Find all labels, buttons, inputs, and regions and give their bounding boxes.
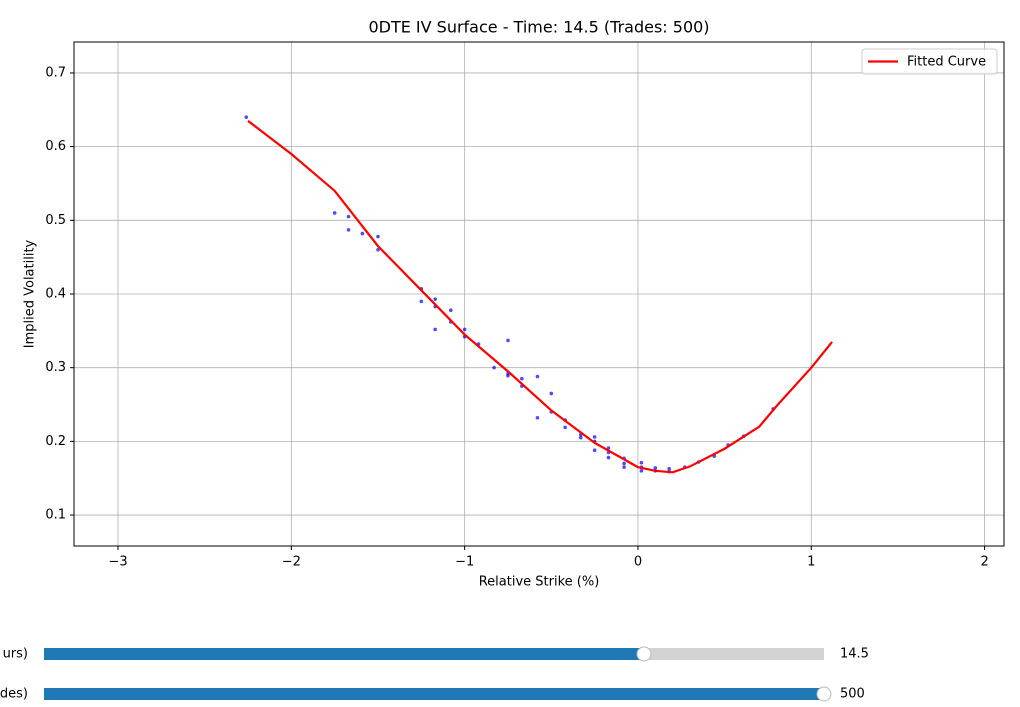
scatter-point	[360, 231, 365, 236]
y-tick-label: 0.3	[45, 360, 66, 375]
y-tick-label: 0.4	[45, 287, 66, 302]
y-axis-label: Implied Volatility	[23, 239, 38, 348]
scatter-point	[506, 338, 510, 343]
y-tick-label: 0.6	[45, 139, 66, 154]
slider-handle[interactable]	[816, 686, 832, 702]
scatter-point	[578, 435, 583, 440]
scatter-point	[448, 308, 453, 313]
scatter-point	[376, 234, 380, 239]
x-tick-label: 2	[980, 555, 988, 570]
scatter-point	[492, 365, 496, 370]
scatter-point	[535, 415, 540, 420]
scatter-point	[592, 435, 597, 439]
scatter-point	[639, 469, 644, 473]
x-tick-label: 1	[807, 555, 815, 570]
x-tick-label: −2	[282, 555, 301, 570]
scatter-point	[622, 465, 626, 469]
scatter-point	[622, 461, 626, 466]
slider-label: des)	[0, 687, 28, 702]
scatter-point	[376, 247, 380, 252]
plot-frame	[73, 41, 1005, 547]
x-axis-label: Relative Strike (%)	[479, 575, 600, 590]
scatter-point	[563, 425, 567, 430]
scatter-point	[520, 376, 524, 381]
scatter-point	[433, 297, 437, 301]
slider-value: 500	[840, 687, 865, 702]
slider-fill	[44, 688, 824, 700]
legend: Fitted Curve	[861, 48, 998, 75]
chart-title: 0DTE IV Surface - Time: 14.5 (Trades: 50…	[368, 18, 709, 37]
y-tick-label: 0.2	[45, 434, 66, 449]
legend-box	[861, 48, 998, 75]
scatter-point	[667, 466, 671, 471]
scatter-point	[346, 214, 351, 219]
scatter-point	[606, 455, 611, 460]
x-tick-label: −3	[108, 555, 127, 570]
y-tick-label: 0.1	[45, 508, 66, 523]
x-tick-label: 0	[634, 555, 642, 570]
slider-fill	[44, 648, 644, 660]
legend-label: Fitted Curve	[907, 55, 986, 70]
scatter-point	[639, 460, 644, 465]
y-tick-label: 0.5	[45, 213, 66, 228]
scatter-point	[535, 374, 540, 379]
scatter-point	[244, 115, 249, 119]
scatter-point	[433, 327, 437, 332]
scatter-point	[462, 327, 467, 332]
fitted-line	[247, 119, 833, 474]
scatter-point	[346, 228, 351, 232]
x-tick-label: −1	[455, 555, 474, 570]
slider-handle[interactable]	[636, 646, 652, 662]
scatter-point	[549, 391, 554, 396]
scatter-point	[506, 373, 510, 378]
scatter-point	[592, 448, 597, 453]
scatter-point	[419, 299, 424, 304]
scatter-point	[653, 466, 658, 470]
slider-value: 14.5	[840, 647, 869, 662]
slider-label: urs)	[3, 647, 28, 662]
scatter-point	[332, 211, 337, 215]
y-tick-label: 0.7	[45, 65, 66, 80]
